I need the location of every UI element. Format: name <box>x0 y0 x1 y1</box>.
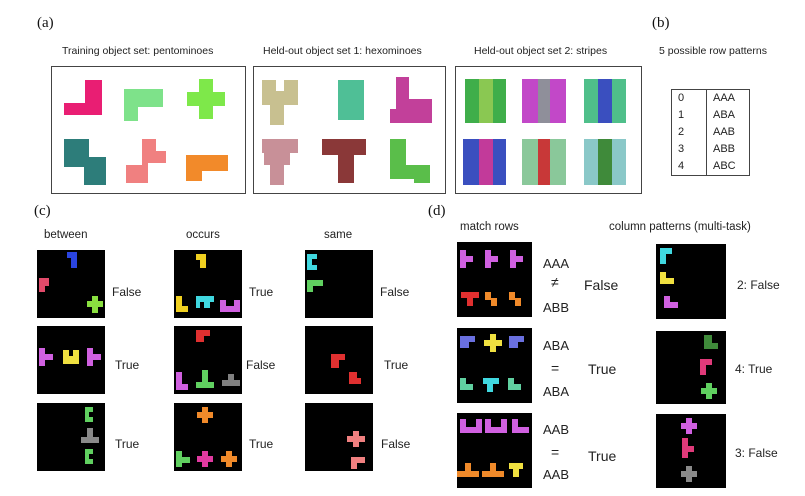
column-answer-1: 2: False <box>737 278 780 292</box>
match-3-bottom: AAB <box>543 467 570 482</box>
row-pattern-value: ABA <box>713 109 736 121</box>
match-example-3 <box>457 413 532 488</box>
column-example-3 <box>656 414 726 488</box>
match-2-bottom: ABA <box>543 384 570 399</box>
match-1-bottom: ABB <box>543 300 570 315</box>
between-answer-2: True <box>115 358 140 372</box>
occurs-answer-3: True <box>249 437 274 451</box>
hexomino-set-frame <box>253 66 446 194</box>
task-same-title: same <box>324 229 353 241</box>
row-pattern-value: AAB <box>713 126 736 138</box>
match-2-answer: True <box>588 361 617 377</box>
stripes-set-title: Held-out object set 2: stripes <box>474 45 608 57</box>
task-between-title: between <box>44 229 88 241</box>
column-answer-2: 4: True <box>735 362 773 376</box>
match-3-symbol: = <box>551 444 560 460</box>
hexomino-set-title: Held-out object set 1: hexominoes <box>263 45 422 57</box>
training-set-title: Training object set: pentominoes <box>62 45 214 57</box>
match-2-symbol: = <box>551 360 560 376</box>
row-pattern-index: 2 <box>672 124 707 141</box>
occurs-example-1 <box>174 250 242 318</box>
same-answer-3: False <box>381 437 411 451</box>
column-example-2 <box>656 331 726 404</box>
column-patterns-title: column patterns (multi-task) <box>609 221 751 233</box>
occurs-example-2 <box>174 326 242 394</box>
panel-a-label: (a) <box>37 15 54 31</box>
same-answer-1: False <box>380 285 410 299</box>
between-answer-1: False <box>112 285 142 299</box>
row-pattern-3: 3 ABB <box>672 141 749 158</box>
pentomino-shapes <box>64 79 228 185</box>
occurs-example-3 <box>174 403 242 471</box>
training-set-frame <box>51 66 246 194</box>
row-pattern-index: 1 <box>672 107 707 124</box>
match-rows-title: match rows <box>460 221 519 233</box>
same-example-1 <box>305 250 373 318</box>
stripe-shapes <box>463 79 626 185</box>
row-pattern-4: 4 ABC <box>672 158 749 175</box>
match-1-symbol: ≠ <box>551 274 559 290</box>
same-example-2 <box>305 326 373 394</box>
match-3-answer: True <box>588 448 617 464</box>
row-patterns-title: 5 possible row patterns <box>659 45 767 57</box>
row-pattern-value: AAA <box>713 92 736 104</box>
occurs-answer-2: False <box>246 358 276 372</box>
hexomino-shapes <box>262 77 432 185</box>
match-1-answer: False <box>584 277 619 293</box>
row-pattern-index: 3 <box>672 141 707 158</box>
row-pattern-2: 2 AAB <box>672 124 749 141</box>
row-pattern-value: ABC <box>713 160 736 172</box>
row-pattern-1: 1 ABA <box>672 107 749 124</box>
same-example-3 <box>305 403 373 471</box>
row-pattern-value: ABB <box>713 143 736 155</box>
occurs-answer-1: True <box>249 285 274 299</box>
match-3-top: AAB <box>543 422 570 437</box>
task-occurs-title: occurs <box>186 229 220 241</box>
between-example-2 <box>37 326 105 394</box>
row-pattern-index: 0 <box>672 90 707 107</box>
between-example-3 <box>37 403 105 471</box>
match-2-top: ABA <box>543 338 570 353</box>
same-answer-2: True <box>384 358 409 372</box>
match-example-2 <box>457 328 532 403</box>
between-example-1 <box>37 250 105 318</box>
column-example-1 <box>656 244 726 319</box>
row-pattern-0: 0 AAA <box>672 90 749 107</box>
row-patterns-table: 0 AAA 1 ABA 2 AAB 3 ABB 4 ABC <box>671 89 750 176</box>
stripes-set-frame <box>455 66 642 194</box>
match-example-1 <box>457 242 532 317</box>
row-pattern-index: 4 <box>672 158 707 175</box>
column-answer-3: 3: False <box>735 446 778 460</box>
panel-b-label: (b) <box>652 15 670 31</box>
panel-c-label: (c) <box>34 203 51 219</box>
between-answer-3: True <box>115 437 140 451</box>
panel-d-label: (d) <box>428 203 446 219</box>
match-1-top: AAA <box>543 256 570 271</box>
